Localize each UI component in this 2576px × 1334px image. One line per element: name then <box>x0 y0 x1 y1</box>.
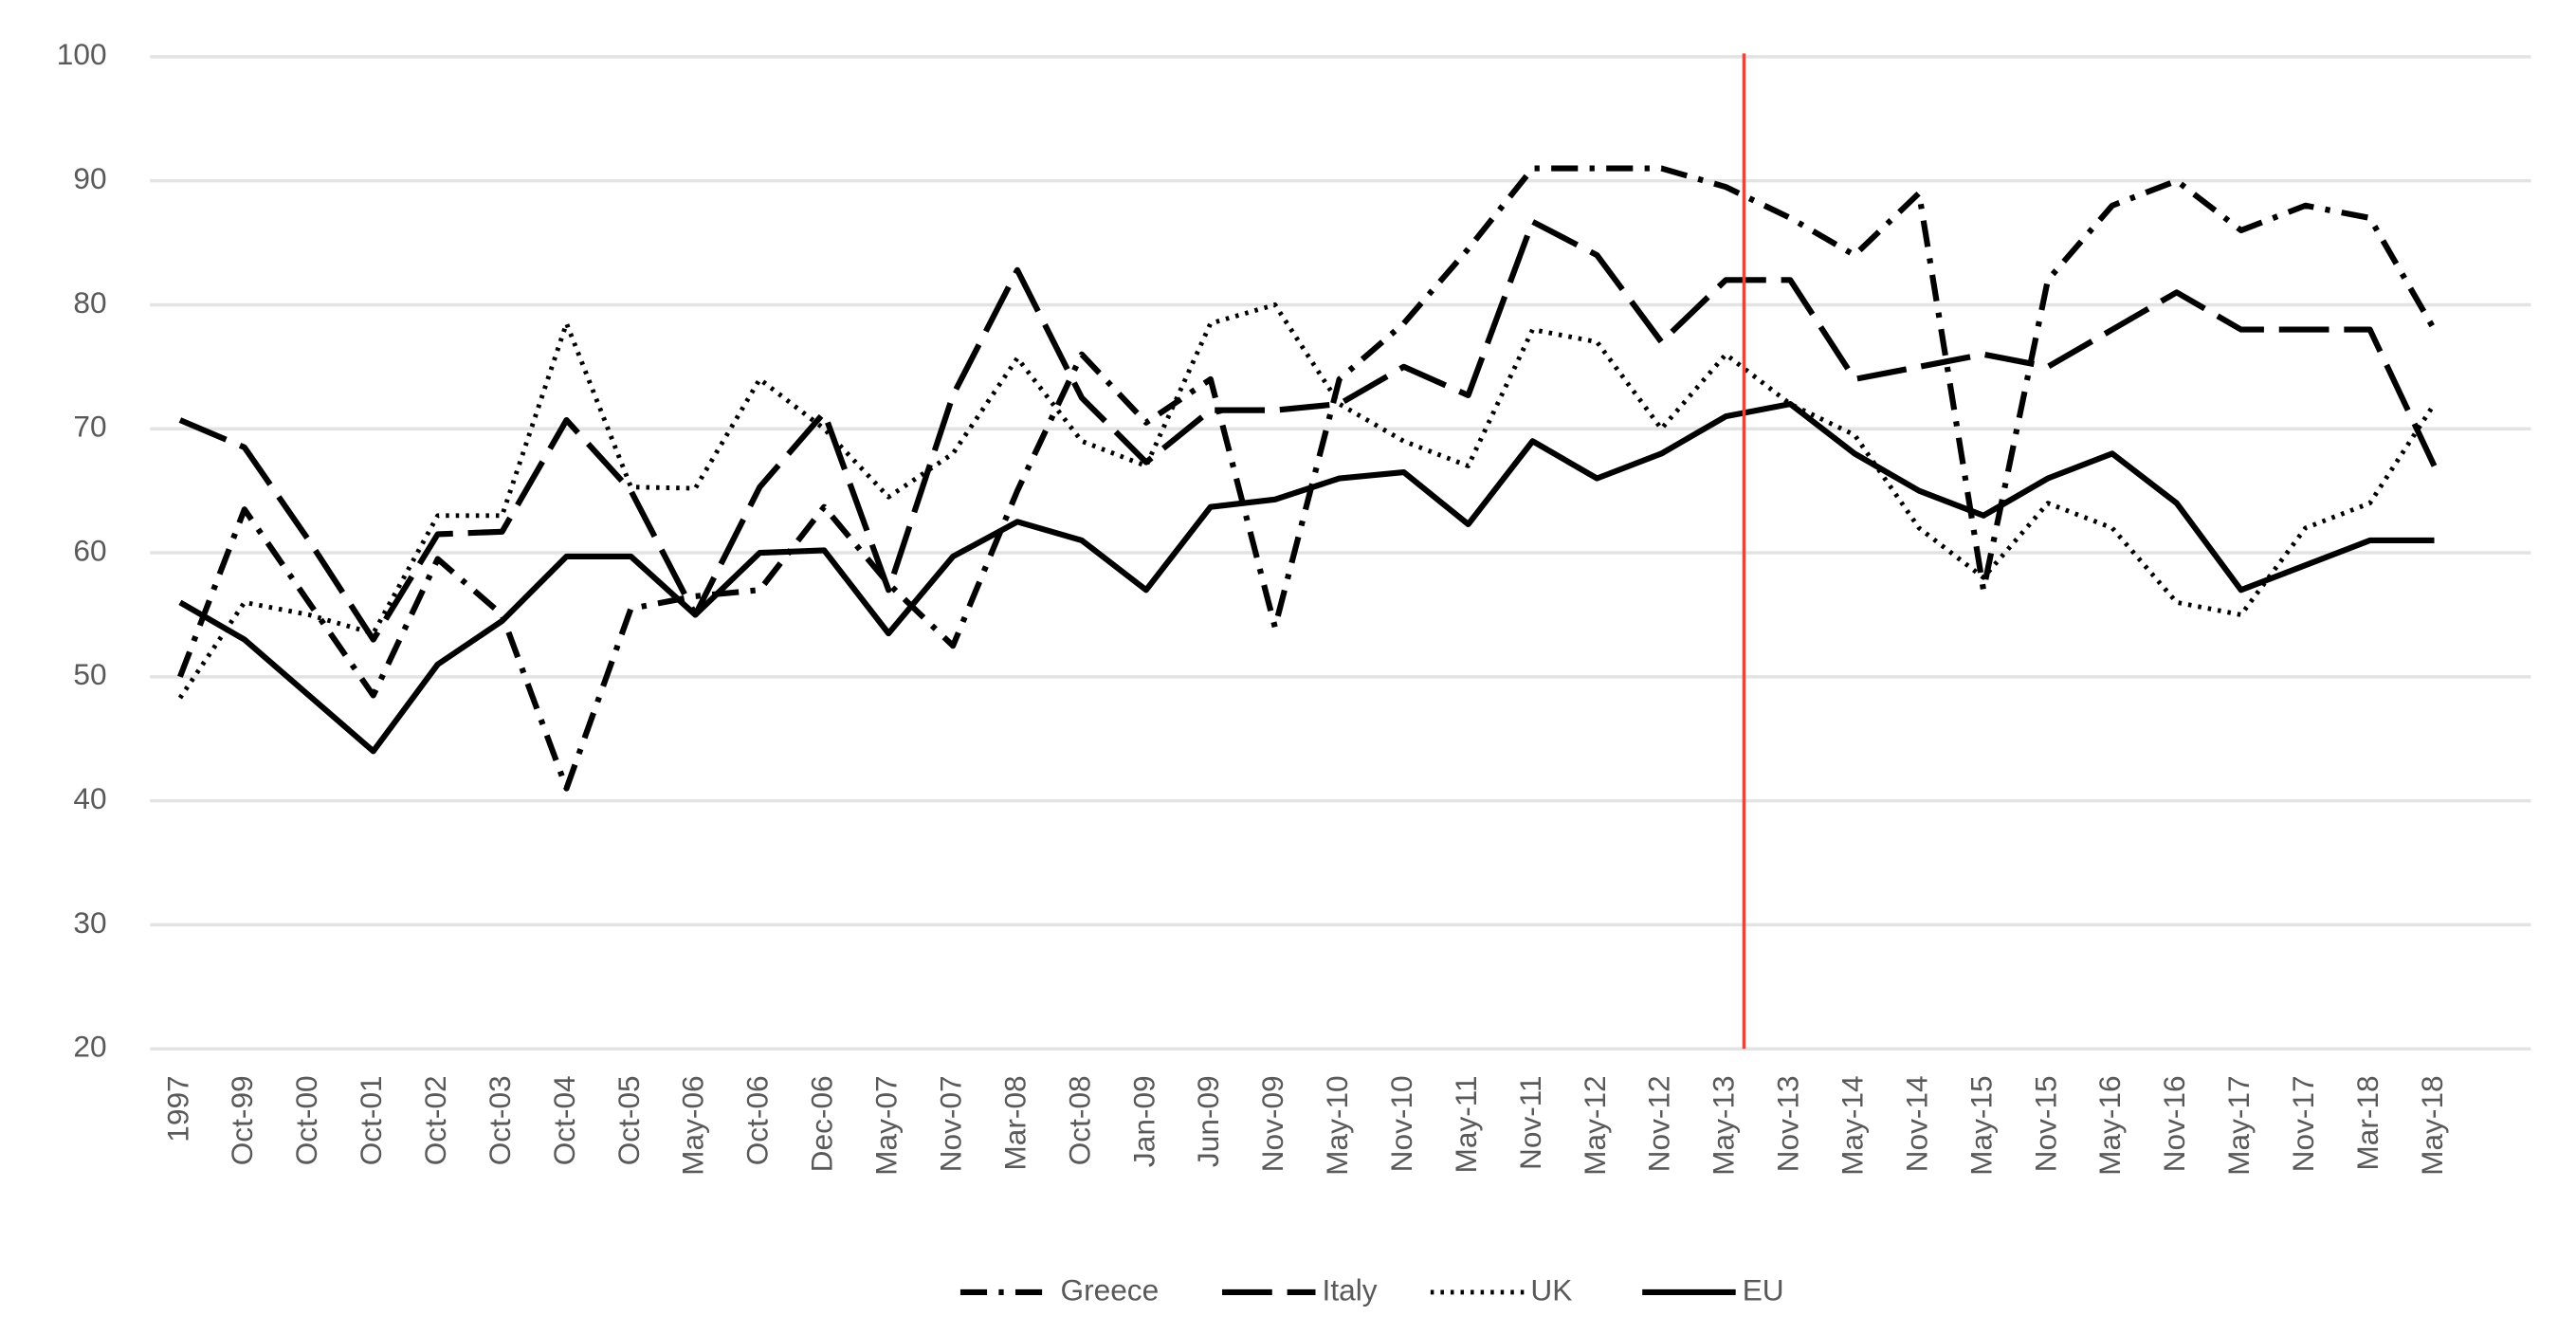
x-tick-label: Nov-15 <box>2028 1075 2062 1172</box>
x-tick-label: Jan-09 <box>1126 1075 1160 1167</box>
x-tick-label: Oct-06 <box>740 1075 775 1165</box>
x-tick-label: Nov-16 <box>2157 1075 2191 1172</box>
legend-label: EU <box>1743 1272 1784 1307</box>
legend: Greece Italy UK EU <box>959 1272 1784 1307</box>
x-tick-label: Nov-13 <box>1771 1075 1805 1172</box>
x-tick-label: Oct-02 <box>418 1075 452 1165</box>
y-tick-label: 50 <box>73 657 106 691</box>
x-tick-label: Dec-06 <box>805 1075 839 1172</box>
x-tick-label: May-10 <box>1320 1075 1354 1176</box>
x-tick-label: May-13 <box>1707 1075 1741 1176</box>
x-tick-label: Oct-08 <box>1062 1075 1096 1165</box>
x-tick-label: Nov-14 <box>1899 1075 1933 1172</box>
x-tick-label: Oct-05 <box>612 1075 646 1165</box>
x-tick-label: Nov-10 <box>1384 1075 1418 1172</box>
legend-label: Italy <box>1323 1272 1378 1307</box>
x-tick-label: Nov-17 <box>2286 1075 2320 1172</box>
x-tick-label: Oct-03 <box>483 1075 517 1165</box>
y-tick-label: 20 <box>73 1030 106 1064</box>
series-line <box>177 302 2437 700</box>
plot-area <box>177 165 2438 792</box>
series-line <box>178 218 2438 643</box>
y-tick-label: 40 <box>73 781 106 815</box>
legend-label: Greece <box>1060 1272 1159 1307</box>
y-tick-label: 70 <box>73 410 106 444</box>
x-tick-label: Nov-09 <box>1255 1075 1289 1172</box>
x-tick-label: Oct-01 <box>354 1075 388 1165</box>
x-tick-label: Nov-07 <box>933 1075 967 1172</box>
x-tick-label: May-07 <box>869 1075 904 1176</box>
x-tick-label: May-14 <box>1835 1075 1869 1176</box>
x-tick-label: May-18 <box>2415 1075 2449 1176</box>
x-tick-label: May-17 <box>2221 1075 2256 1176</box>
y-tick-label: 90 <box>73 161 106 195</box>
x-tick-label: Nov-11 <box>1513 1075 1547 1170</box>
x-tick-label: Jun-09 <box>1191 1075 1225 1167</box>
x-tick-label: 1997 <box>160 1075 194 1142</box>
grid: 20 30 40 50 60 70 80 90 100 1997 Oct-99 Oct-00 Oct-0… <box>57 37 2531 1176</box>
series-line <box>178 401 2435 755</box>
x-tick-label: May-12 <box>1578 1075 1612 1176</box>
x-tick-label: Oct-99 <box>225 1075 259 1165</box>
y-tick-label: 60 <box>73 533 106 567</box>
x-tick-label: May-15 <box>1964 1075 1998 1176</box>
x-tick-label: Mar-08 <box>997 1075 1032 1170</box>
x-tick-label: May-06 <box>676 1075 710 1176</box>
y-tick-label: 30 <box>73 905 106 940</box>
x-tick-label: Mar-18 <box>2350 1075 2384 1170</box>
series-line <box>177 165 2438 792</box>
x-tick-label: May-16 <box>2092 1075 2127 1176</box>
x-tick-label: May-11 <box>1449 1075 1483 1173</box>
y-tick-label: 100 <box>57 37 107 71</box>
x-tick-label: Oct-04 <box>547 1075 581 1165</box>
x-tick-label: Oct-00 <box>289 1075 323 1165</box>
y-tick-label: 80 <box>73 285 106 320</box>
legend-label: UK <box>1530 1272 1572 1307</box>
x-tick-label: Nov-12 <box>1642 1075 1676 1172</box>
